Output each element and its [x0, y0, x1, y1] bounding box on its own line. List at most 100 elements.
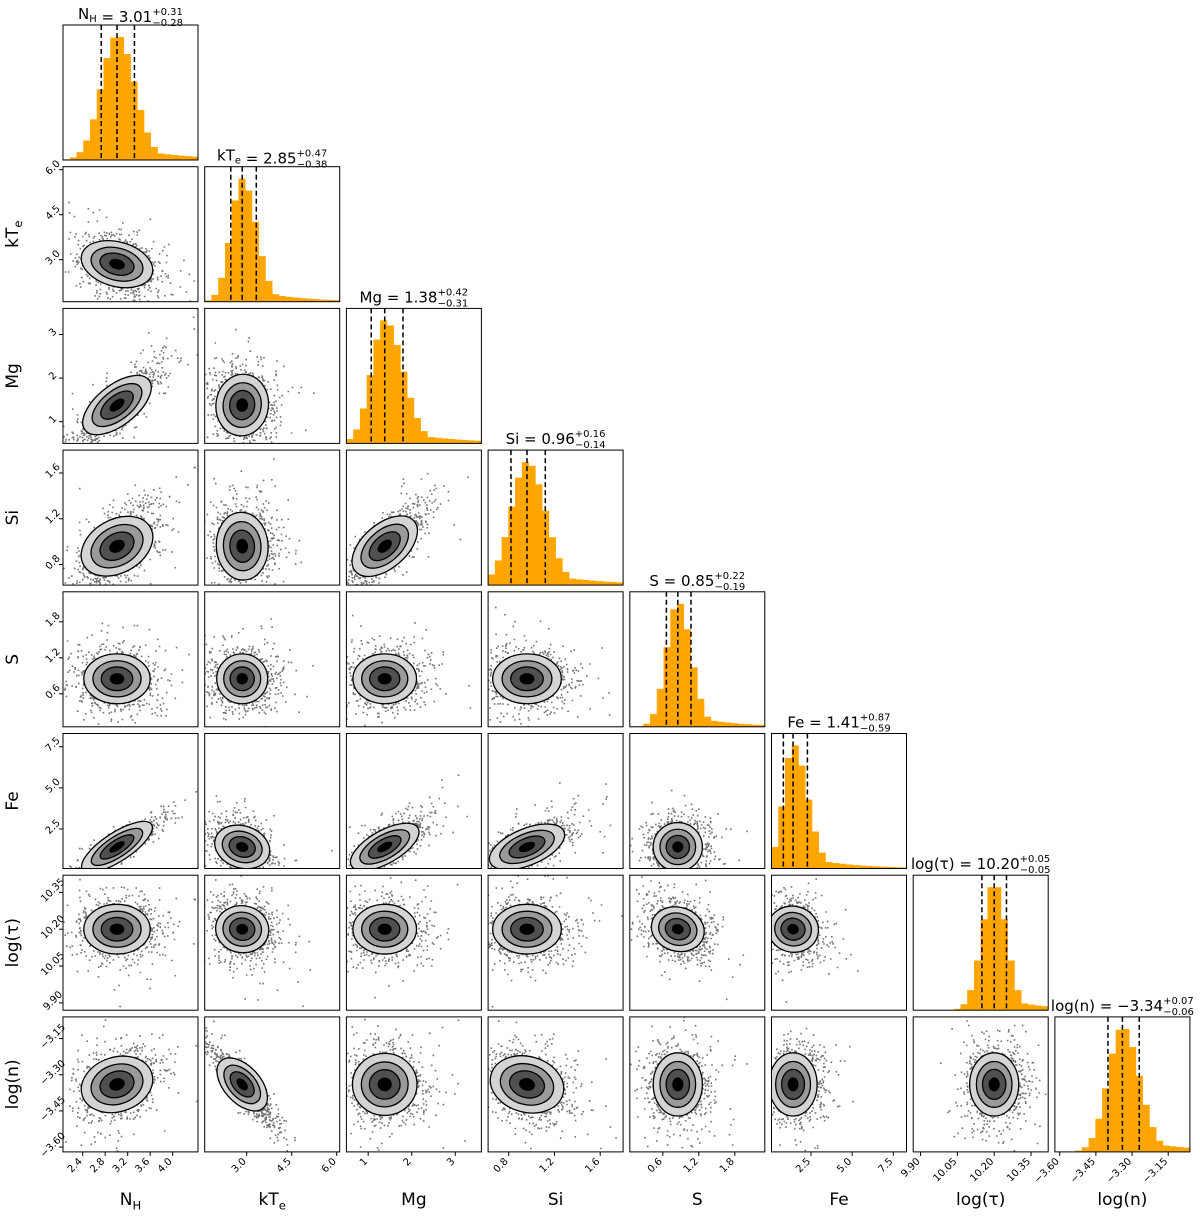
- histogram-bar: [1149, 1127, 1157, 1152]
- histogram-bar: [710, 720, 718, 727]
- histogram-bar: [393, 344, 401, 444]
- title-eq: =: [955, 855, 977, 873]
- histogram-bar: [83, 140, 91, 160]
- param-title-NH: NH = 3.01+0.31 −0.28: [78, 5, 183, 29]
- title-minus: −0.59: [860, 724, 891, 735]
- x-tick-label: 3.6: [133, 1156, 152, 1175]
- histogram-bar: [1095, 1118, 1103, 1152]
- title-eq: =: [659, 572, 681, 590]
- x-tick-label: 3.2: [111, 1156, 130, 1175]
- y-ticks-S: 0.6 1.2 1.8: [44, 611, 63, 702]
- x-tick-label: 7.5: [876, 1156, 895, 1175]
- title-eq: =: [1095, 997, 1117, 1015]
- histogram-NH: [62, 24, 199, 161]
- panel-content: [346, 875, 459, 999]
- histogram-bar: [454, 439, 462, 444]
- histogram-bar: [211, 294, 219, 302]
- contour-level-4: [518, 841, 536, 853]
- histogram-bar: [501, 537, 509, 586]
- panel-frame: [62, 166, 199, 303]
- histogram-bar: [879, 866, 887, 869]
- x-axis-label-logtau-paren: (τ): [982, 1190, 1006, 1210]
- histogram-bar: [785, 757, 793, 869]
- title-plus: +0.05: [1020, 854, 1051, 865]
- histogram-bar: [427, 436, 435, 444]
- histogram-bar: [130, 81, 138, 160]
- histogram-bar: [994, 887, 1002, 1011]
- title-paren: (n): [1074, 997, 1095, 1015]
- histogram-bar: [1142, 1104, 1150, 1152]
- title-paren: (τ): [934, 855, 955, 873]
- x-tick-label: −3.60: [1032, 1156, 1061, 1185]
- histogram-bar: [886, 866, 894, 869]
- histogram-bar: [1007, 960, 1015, 1011]
- histogram-bar: [1102, 1088, 1110, 1152]
- histogram-logtau: [912, 874, 1049, 1011]
- y-tick-label: 7.5: [44, 735, 63, 754]
- scatter-points: [630, 876, 745, 1001]
- histogram-bar: [724, 722, 732, 727]
- scatter-NH-vs-Si: [62, 449, 199, 586]
- x-tick-label: −3.30: [1105, 1156, 1134, 1185]
- y-ticks-logn: −3.60 −3.45 −3.30 −3.15: [39, 1022, 68, 1160]
- contour-level-4: [236, 841, 249, 852]
- x-axis-label-Fe: Fe: [829, 1190, 848, 1210]
- scatter-S-vs-logtau: [629, 874, 766, 1011]
- scatter-Fe-vs-logtau: [771, 874, 907, 1011]
- histogram-bar: [117, 37, 125, 160]
- histogram-bar: [778, 806, 786, 869]
- histogram-bar: [69, 157, 77, 160]
- x-axis-label-logtau-main: log: [956, 1190, 982, 1210]
- contour-level-4: [519, 673, 535, 685]
- y-tick-label: 2.5: [44, 818, 63, 837]
- x-axis-label-NH: NH: [120, 1190, 141, 1212]
- y-axis-label-S-main: S: [3, 654, 23, 665]
- histogram-bar: [771, 846, 779, 869]
- histogram-bar: [569, 578, 577, 586]
- histogram-bar: [575, 579, 583, 586]
- title-lhs: Mg: [360, 288, 382, 306]
- histogram-bar: [265, 281, 273, 302]
- title-minus: −0.19: [715, 582, 746, 593]
- title-plus: +0.47: [297, 149, 328, 160]
- x-tick-label: 10.05: [931, 1156, 959, 1184]
- histogram-bar: [353, 429, 361, 444]
- scatter-kTe-vs-Mg: [204, 307, 341, 444]
- x-axis-label-Mg: Mg: [401, 1190, 426, 1210]
- histogram-bar: [1027, 1004, 1035, 1011]
- histogram-bar: [224, 243, 232, 302]
- x-tick-label: 1: [358, 1156, 370, 1168]
- title-minus: −0.06: [1163, 1007, 1194, 1018]
- scatter-NH-vs-Fe: [62, 733, 199, 869]
- contour-level-4: [236, 673, 248, 685]
- histogram-bar: [305, 298, 313, 302]
- histogram-bar: [1183, 1147, 1191, 1152]
- contour-level-4: [519, 923, 535, 935]
- param-title-logtau: log(τ) = 10.20+0.05 −0.05: [911, 854, 1050, 876]
- title-plus: +0.22: [714, 571, 745, 582]
- panel-content: [346, 774, 468, 869]
- y-tick-label: 1: [47, 414, 59, 426]
- histogram-bar: [562, 571, 570, 586]
- contour-level-4: [109, 1078, 125, 1091]
- contour-level-4: [672, 1077, 684, 1092]
- panel-content: [63, 316, 198, 444]
- panel-frame: [345, 449, 482, 586]
- contour-level-4: [109, 923, 125, 935]
- title-lhs: Si: [506, 430, 520, 448]
- title-lhs: kT: [217, 147, 236, 165]
- scatter-Mg-vs-logtau: [345, 874, 482, 1011]
- panel-content: [771, 875, 859, 1003]
- y-tick-label: −3.30: [39, 1058, 68, 1087]
- histogram-bar: [899, 867, 907, 869]
- histogram-bar: [332, 300, 340, 302]
- y-tick-label: −3.60: [39, 1131, 68, 1160]
- x-tick-label: 2.8: [88, 1156, 107, 1175]
- title-median: 3.01: [119, 8, 152, 26]
- panel-frame: [629, 1016, 766, 1153]
- x-tick-label: 1.6: [583, 1156, 602, 1175]
- histogram-bar: [157, 153, 165, 160]
- x-axis-label-Si-main: Si: [548, 1190, 564, 1210]
- panel-content: [488, 1020, 617, 1150]
